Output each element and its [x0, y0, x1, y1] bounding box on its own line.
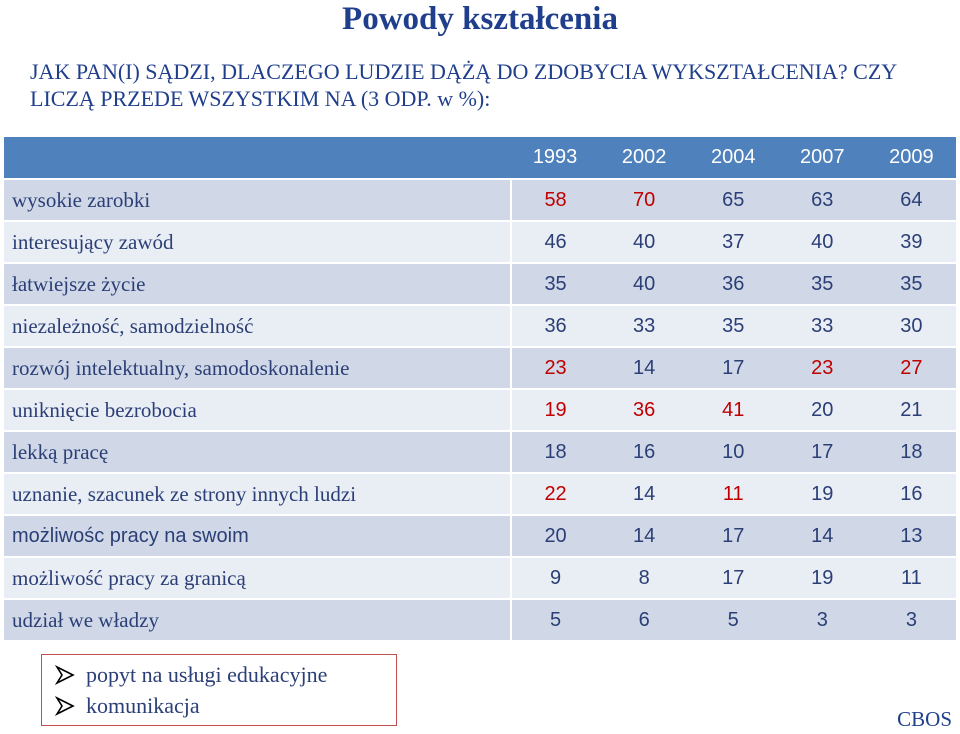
- note-item: komunikacja: [54, 690, 396, 721]
- row-label: łatwiejsze życie: [4, 263, 512, 306]
- header-label-cell: [4, 137, 511, 180]
- value-cell: 19: [510, 389, 600, 432]
- value-cell: 64: [866, 179, 956, 222]
- value-cell: 9: [510, 557, 600, 600]
- value-cell: 35: [510, 263, 600, 306]
- value-cell: 10: [688, 431, 778, 474]
- value-cell: 16: [866, 473, 956, 516]
- value-cell: 17: [777, 431, 867, 474]
- table-row: rozwój intelektualny, samodoskonalenie 23…: [4, 347, 956, 390]
- value-cell: 20: [777, 389, 867, 432]
- value-cell: 14: [777, 515, 867, 558]
- value-cell: 70: [599, 179, 689, 222]
- value-cell: 21: [866, 389, 956, 432]
- value-cell: 33: [599, 305, 689, 348]
- value-cell: 40: [599, 263, 689, 306]
- value-cell: 14: [599, 347, 689, 390]
- table-row: lekką pracę 18 16 10 17 18: [4, 431, 956, 474]
- year-header: 2007: [777, 137, 867, 180]
- value-cell: 65: [688, 179, 778, 222]
- value-cell: 18: [866, 431, 956, 474]
- value-cell: 17: [688, 347, 778, 390]
- value-cell: 41: [688, 389, 778, 432]
- value-cell: 23: [777, 347, 867, 390]
- value-cell: 46: [510, 221, 600, 264]
- value-cell: 13: [866, 515, 956, 558]
- value-cell: 30: [866, 305, 956, 348]
- value-cell: 63: [777, 179, 867, 222]
- year-header: 2009: [866, 137, 956, 180]
- arrow-bullet-icon: [54, 664, 75, 685]
- source-label: CBOS: [897, 707, 952, 731]
- year-header: 2004: [688, 137, 778, 180]
- row-label: uniknięcie bezrobocia: [4, 389, 512, 432]
- note-text: popyt na usługi edukacyjne: [86, 661, 328, 687]
- value-cell: 27: [866, 347, 956, 390]
- year-header: 2002: [599, 137, 689, 180]
- row-label: niezależność, samodzielność: [4, 305, 512, 348]
- value-cell: 35: [688, 305, 778, 348]
- table-row: wysokie zarobki 58 70 65 63 64: [4, 179, 956, 222]
- table-row: możliwośc pracy na swoim 20 14 17 14 13: [4, 515, 956, 558]
- table-row: uznanie, szacunek ze strony innych ludzi…: [4, 473, 956, 516]
- value-cell: 35: [866, 263, 956, 306]
- table-row: udział we władzy 5 6 5 3 3: [4, 599, 956, 642]
- value-cell: 14: [599, 515, 689, 558]
- table-row: niezależność, samodzielność 36 33 35 33 30: [4, 305, 956, 348]
- row-label: możliwośc pracy na swoim: [4, 515, 512, 558]
- value-cell: 11: [866, 557, 956, 600]
- row-label: wysokie zarobki: [4, 179, 512, 222]
- survey-question: JAK PAN(I) SĄDZI, DLACZEGO LUDZIE DĄŻĄ D…: [30, 59, 897, 111]
- row-label: uznanie, szacunek ze strony innych ludzi: [4, 473, 512, 516]
- value-cell: 19: [777, 557, 867, 600]
- value-cell: 36: [510, 305, 600, 348]
- value-cell: 36: [688, 263, 778, 306]
- row-label: interesujący zawód: [4, 221, 512, 264]
- value-cell: 40: [777, 221, 867, 264]
- value-cell: 22: [510, 473, 600, 516]
- value-cell: 19: [777, 473, 867, 516]
- value-cell: 40: [599, 221, 689, 264]
- value-cell: 37: [688, 221, 778, 264]
- value-cell: 6: [599, 599, 689, 642]
- value-cell: 16: [599, 431, 689, 474]
- year-header: 1993: [510, 137, 600, 180]
- notes-box: popyt na usługi edukacyjne komunikacja: [41, 654, 397, 726]
- row-label: możliwość pracy za granicą: [4, 557, 512, 600]
- row-label: udział we władzy: [4, 599, 512, 642]
- table-row: możliwość pracy za granicą 9 8 17 19 11: [4, 557, 956, 600]
- value-cell: 11: [688, 473, 778, 516]
- row-label: rozwój intelektualny, samodoskonalenie: [4, 347, 512, 390]
- value-cell: 5: [688, 599, 778, 642]
- value-cell: 5: [510, 599, 600, 642]
- value-cell: 36: [599, 389, 689, 432]
- value-cell: 33: [777, 305, 867, 348]
- value-cell: 3: [777, 599, 867, 642]
- note-text: komunikacja: [86, 692, 200, 718]
- value-cell: 18: [510, 431, 600, 474]
- table-row: łatwiejsze życie 35 40 36 35 35: [4, 263, 956, 306]
- results-table: 1993 2002 2004 2007 2009 wysokie zarobki…: [4, 137, 956, 642]
- value-cell: 35: [777, 263, 867, 306]
- page-title: Powody kształcenia: [342, 1, 618, 37]
- value-cell: 23: [510, 347, 600, 390]
- value-cell: 17: [688, 515, 778, 558]
- table-row: interesujący zawód 46 40 37 40 39: [4, 221, 956, 264]
- value-cell: 20: [510, 515, 600, 558]
- value-cell: 39: [866, 221, 956, 264]
- value-cell: 58: [510, 179, 600, 222]
- arrow-bullet-icon: [54, 695, 75, 716]
- value-cell: 17: [688, 557, 778, 600]
- value-cell: 14: [599, 473, 689, 516]
- table-row: uniknięcie bezrobocia 19 36 41 20 21: [4, 389, 956, 432]
- note-item: popyt na usługi edukacyjne: [54, 659, 396, 690]
- value-cell: 3: [866, 599, 956, 642]
- value-cell: 8: [599, 557, 689, 600]
- row-label: lekką pracę: [4, 431, 512, 474]
- table-header-row: 1993 2002 2004 2007 2009: [4, 137, 956, 180]
